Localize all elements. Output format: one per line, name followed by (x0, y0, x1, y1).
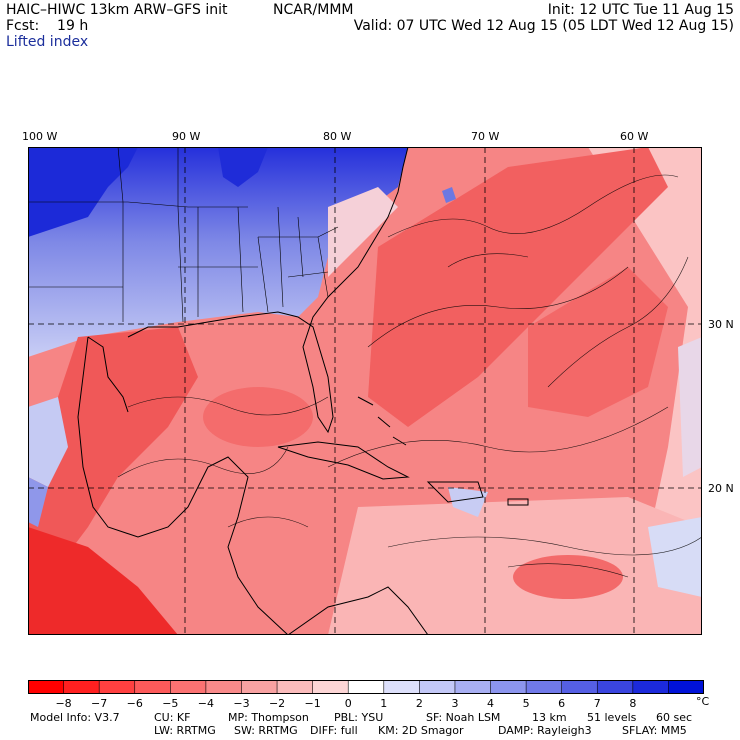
colorbar-cell (597, 680, 634, 694)
model-info-km: KM: 2D Smagor (378, 724, 464, 737)
colorbar-label: 1 (380, 697, 388, 710)
bahamas (357, 396, 407, 446)
colorbar-label: −4 (197, 697, 214, 710)
cuba (277, 441, 410, 480)
colorbar-unit: °C (696, 695, 710, 708)
strong-red-gulf-west (28, 327, 198, 587)
lon-label-60w: 60 W (620, 130, 649, 143)
model-title: HAIC–HIWC 13km ARW–GFS init (6, 2, 228, 18)
institution-label: NCAR/MMM (273, 2, 354, 18)
colorbar-cell (419, 680, 456, 694)
variable-name: Lifted index (6, 34, 89, 50)
model-info-mp: MP: Thompson (228, 711, 309, 724)
model-info-sflay: SFLAY: MM5 (622, 724, 687, 737)
lat-lon-grid (28, 147, 702, 635)
model-info-cu: CU: KF (154, 711, 191, 724)
lon-label-100w: 100 W (22, 130, 58, 143)
colorbar-cell (632, 680, 670, 694)
southeast-cool (648, 517, 702, 597)
strong-red-mideast (528, 267, 668, 417)
colorbar (28, 680, 704, 694)
colorbar-cell (241, 680, 278, 694)
colorbar-cell (561, 680, 598, 694)
valid-time: Valid: 07 UTC Wed 12 Aug 15 (05 LDT Wed … (353, 18, 734, 34)
colorbar-cell (668, 680, 704, 694)
deep-blue-nw (28, 147, 138, 237)
colorbar-label: −3 (233, 697, 250, 710)
blue-patch-west (28, 477, 48, 527)
colorbar-label: 4 (487, 697, 495, 710)
east-coast-neutral (328, 187, 398, 277)
colorbar-cell (348, 680, 385, 694)
model-info-diff: DIFF: full (310, 724, 358, 737)
init-time: Init: 12 UTC Tue 11 Aug 15 (547, 2, 734, 18)
us-gulf-coast (87, 147, 409, 434)
forecast-hour: Fcst: 19 h (6, 18, 89, 34)
colorbar-label: −5 (162, 697, 179, 710)
state-borders (28, 147, 339, 323)
deep-blue-north (218, 147, 268, 187)
hispaniola-cool (448, 487, 488, 517)
colorbar-label: 6 (558, 697, 566, 710)
blue-spot-atlantic (442, 187, 456, 203)
colorbar-label: 2 (415, 697, 423, 710)
colorbar-cell (312, 680, 349, 694)
model-info-damp: DAMP: Rayleigh3 (498, 724, 592, 737)
puerto-rico (507, 498, 529, 506)
colorbar-cell (526, 680, 563, 694)
model-info-pbl: PBL: YSU (334, 711, 384, 724)
colorbar-cell (277, 680, 314, 694)
strong-red-sw (28, 527, 178, 635)
strong-red-ne-band (368, 147, 668, 427)
colorbar-cell (170, 680, 207, 694)
blue-patch-sw (28, 397, 68, 487)
colorbar-cell (383, 680, 420, 694)
contour-lines (117, 174, 702, 578)
model-info-version: Model Info: V3.7 (30, 711, 120, 724)
colorbar-label: 7 (593, 697, 601, 710)
colorbar-label: 0 (344, 697, 352, 710)
colorbar-cell (99, 680, 136, 694)
colorbar-cell (28, 680, 65, 694)
caribbean-red-cell (513, 555, 623, 599)
lifted-index-map (28, 147, 702, 635)
colorbar-label: −7 (91, 697, 108, 710)
colorbar-cell (490, 680, 527, 694)
lat-label-30n: 30 N (708, 318, 734, 331)
model-info-resolution: 13 km (532, 711, 567, 724)
gulf-red-cell (203, 387, 313, 447)
colorbar-label: 3 (451, 697, 459, 710)
model-info-lw: LW: RRTMG (154, 724, 216, 737)
mexico-coast (77, 336, 289, 635)
colorbar-label: −1 (304, 697, 321, 710)
east-edge-cool (678, 337, 702, 477)
lon-label-90w: 90 W (172, 130, 201, 143)
lon-label-80w: 80 W (323, 130, 352, 143)
colorbar-label: 8 (629, 697, 637, 710)
colorbar-cell (63, 680, 100, 694)
model-info-levels: 51 levels (587, 711, 637, 724)
central-america (287, 586, 429, 635)
ocean-pink-band (588, 147, 702, 635)
lon-label-70w: 70 W (471, 130, 500, 143)
colorbar-cell (454, 680, 492, 694)
model-info-sf: SF: Noah LSM (426, 711, 501, 724)
model-info-timestep: 60 sec (656, 711, 693, 724)
coastlines (77, 147, 529, 635)
lat-label-20n: 20 N (708, 482, 734, 495)
model-info-sw: SW: RRTMG (234, 724, 298, 737)
colorbar-label: −6 (126, 697, 143, 710)
colorbar-cell (205, 680, 243, 694)
colorbar-label: −2 (268, 697, 286, 710)
colorbar-label: 5 (522, 697, 530, 710)
hispaniola (426, 481, 484, 503)
colorbar-cell (134, 680, 171, 694)
colorbar-label: −8 (55, 697, 72, 710)
